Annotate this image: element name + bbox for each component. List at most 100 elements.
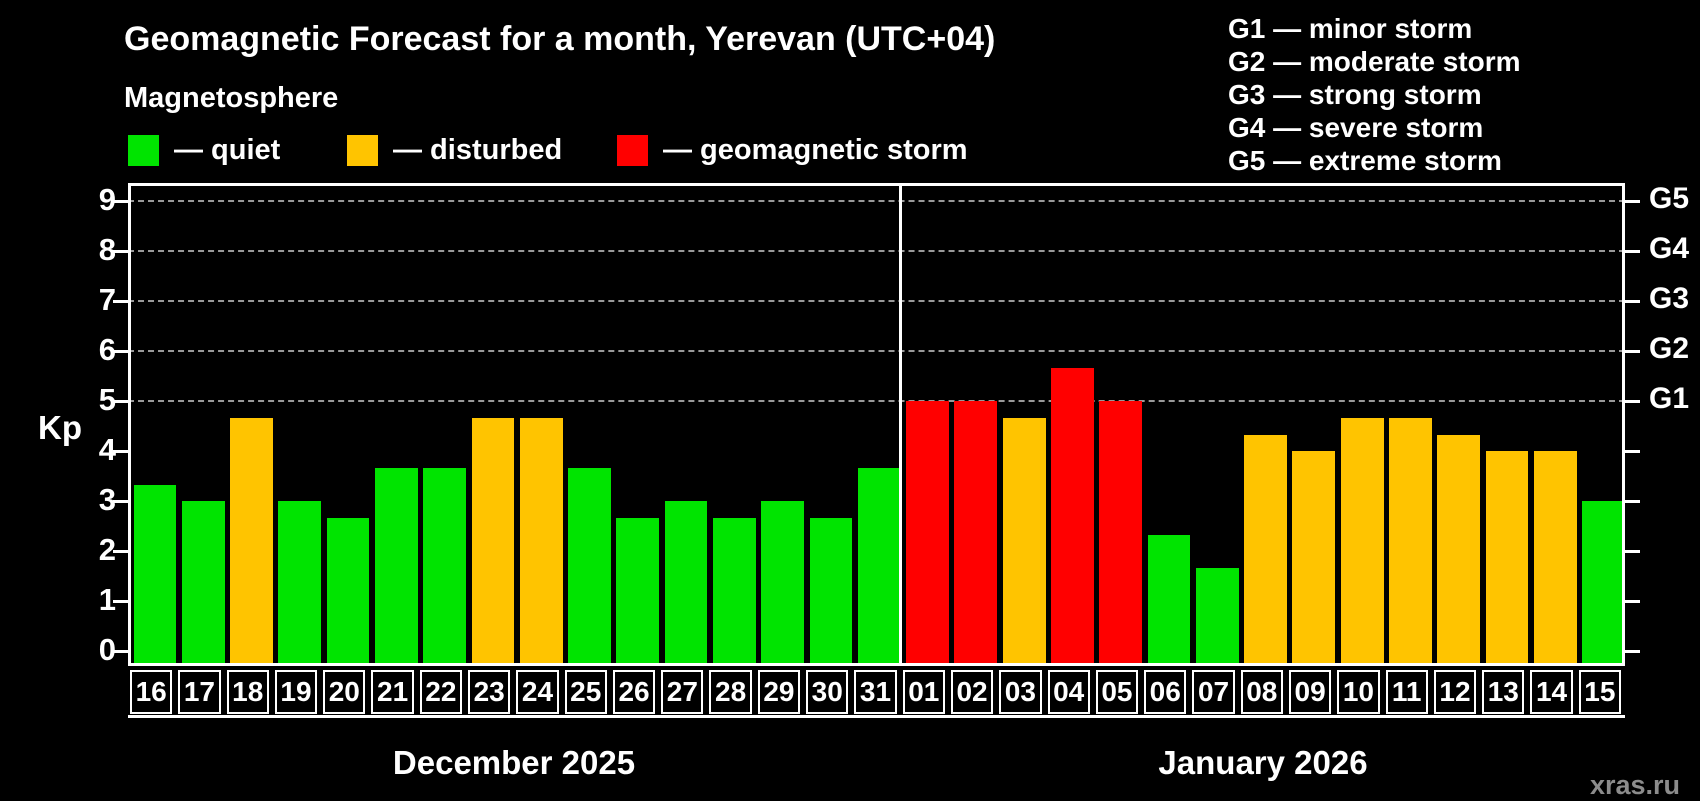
y-tick-left-3 <box>113 499 128 503</box>
kp-bar-dec-16 <box>133 484 177 666</box>
x-axis-baseline <box>128 715 1625 718</box>
date-cell-dec-21: 21 <box>371 670 414 714</box>
date-cell-jan-02: 02 <box>950 670 994 714</box>
date-cell-jan-10: 10 <box>1337 670 1380 714</box>
y-tick-left-7 <box>113 299 128 303</box>
kp-bar-jan-01 <box>906 401 949 666</box>
y-tick-left-0 <box>113 649 128 653</box>
kp-bar-dec-19 <box>278 501 322 666</box>
g-scale-legend-item-g4: G4 — severe storm <box>1228 112 1484 143</box>
legend-label-disturbed: — disturbed <box>393 133 563 166</box>
g-level-label-G1: G1 <box>1649 382 1690 416</box>
y-tick-right-7 <box>1625 299 1640 303</box>
kp-bar-jan-02 <box>954 401 998 666</box>
g-level-label-G3: G3 <box>1649 282 1690 316</box>
legend-label-quiet: — quiet <box>174 133 281 166</box>
kp-bar-jan-12 <box>1437 434 1481 666</box>
g-scale-legend-item-g2: G2 — moderate storm <box>1228 46 1521 77</box>
date-cell-jan-04: 04 <box>1047 670 1090 714</box>
g-scale-legend-item-g3: G3 — strong storm <box>1228 79 1482 110</box>
y-tick-left-6 <box>113 349 128 353</box>
kp-bar-dec-21 <box>374 467 418 666</box>
kp-bar-jan-06 <box>1147 534 1191 666</box>
gridline-kp8 <box>128 250 1625 253</box>
date-cell-dec-25: 25 <box>564 670 607 714</box>
y-tick-left-1 <box>113 599 128 603</box>
date-cell-dec-22: 22 <box>419 670 463 714</box>
g-level-label-G4: G4 <box>1649 232 1690 266</box>
kp-bar-dec-28 <box>712 517 756 666</box>
storm-swatch <box>617 134 648 166</box>
month-label-january: January 2026 <box>1158 744 1368 781</box>
g-level-label-G5: G5 <box>1649 182 1690 216</box>
site-watermark: xras.ru <box>1589 770 1680 800</box>
quiet-swatch <box>128 134 159 166</box>
date-cell-dec-28: 28 <box>709 670 752 714</box>
date-cell-dec-23: 23 <box>468 670 511 714</box>
kp-bar-dec-25 <box>568 467 611 666</box>
y-tick-left-8 <box>113 249 128 253</box>
date-cell-dec-30: 30 <box>806 670 849 714</box>
y-tick-right-9 <box>1625 199 1640 203</box>
date-cell-dec-29: 29 <box>757 670 801 714</box>
y-tick-label-7: 7 <box>98 282 116 318</box>
month-label-december: December 2025 <box>392 744 636 781</box>
y-tick-right-0 <box>1625 649 1640 653</box>
kp-bar-jan-15 <box>1582 501 1625 666</box>
date-cell-jan-05: 05 <box>1095 670 1139 714</box>
kp-axis-label: Kp <box>38 409 82 446</box>
y-tick-label-4: 4 <box>98 432 116 468</box>
y-tick-right-3 <box>1625 499 1640 503</box>
gridline-kp9 <box>128 200 1625 203</box>
kp-bar-dec-31 <box>857 467 901 666</box>
chart-subtitle: Magnetosphere <box>124 82 339 114</box>
y-tick-label-9: 9 <box>98 182 116 218</box>
month-divider-line <box>899 183 903 666</box>
y-tick-label-5: 5 <box>98 382 116 418</box>
chart-title: Geomagnetic Forecast for a month, Yereva… <box>124 20 996 58</box>
y-tick-label-3: 3 <box>98 482 116 518</box>
y-tick-right-5 <box>1625 399 1640 403</box>
date-cell-jan-07: 07 <box>1192 670 1235 714</box>
date-cell-dec-20: 20 <box>323 670 366 714</box>
kp-bar-jan-05 <box>1099 401 1143 666</box>
legend-item-storm: — geomagnetic storm <box>617 134 968 166</box>
kp-bar-jan-10 <box>1340 417 1384 666</box>
date-cell-jan-15: 15 <box>1578 670 1621 714</box>
y-tick-label-1: 1 <box>98 582 116 618</box>
kp-bar-jan-07 <box>1195 567 1239 666</box>
y-tick-right-4 <box>1625 449 1640 453</box>
gridline-kp6 <box>128 350 1625 353</box>
kp-bar-dec-20 <box>326 517 370 666</box>
y-tick-label-8: 8 <box>98 232 116 268</box>
date-cell-dec-19: 19 <box>274 670 318 714</box>
kp-bar-dec-26 <box>616 517 660 666</box>
g-scale-legend: G1 — minor storm G2 — moderate storm G3 … <box>1228 12 1521 177</box>
g-level-label-G2: G2 <box>1649 332 1690 366</box>
y-tick-label-0: 0 <box>98 632 116 667</box>
date-cell-jan-06: 06 <box>1144 670 1187 714</box>
y-tick-right-8 <box>1625 249 1640 253</box>
disturbed-swatch <box>347 134 378 166</box>
kp-bar-dec-29 <box>761 501 805 666</box>
date-cell-dec-16: 16 <box>130 670 173 714</box>
date-cell-dec-27: 27 <box>661 670 704 714</box>
g-scale-legend-item-g5: G5 — extreme storm <box>1228 145 1502 176</box>
y-tick-left-5 <box>113 399 128 403</box>
legend-label-storm: — geomagnetic storm <box>663 133 968 166</box>
kp-bar-dec-22 <box>423 467 467 666</box>
y-tick-left-2 <box>113 549 128 553</box>
date-cell-dec-31: 31 <box>854 670 897 714</box>
y-tick-left-9 <box>113 199 128 203</box>
date-cell-jan-01: 01 <box>902 670 945 714</box>
date-cell-dec-17: 17 <box>178 670 221 714</box>
kp-bar-jan-13 <box>1485 451 1529 666</box>
g-scale-legend-item-g1: G1 — minor storm <box>1228 13 1473 44</box>
kp-bar-jan-03 <box>1002 417 1046 666</box>
y-tick-label-2: 2 <box>98 532 116 568</box>
date-cell-jan-13: 13 <box>1482 670 1525 714</box>
kp-bar-dec-17 <box>181 501 225 666</box>
x-axis-date-row: 16 17 18 19 20 21 22 23 24 25 26 27 28 29 30 31 01 02 03 04… <box>128 670 1625 714</box>
kp-bar-jan-04 <box>1051 367 1094 666</box>
date-cell-jan-08: 08 <box>1240 670 1283 714</box>
